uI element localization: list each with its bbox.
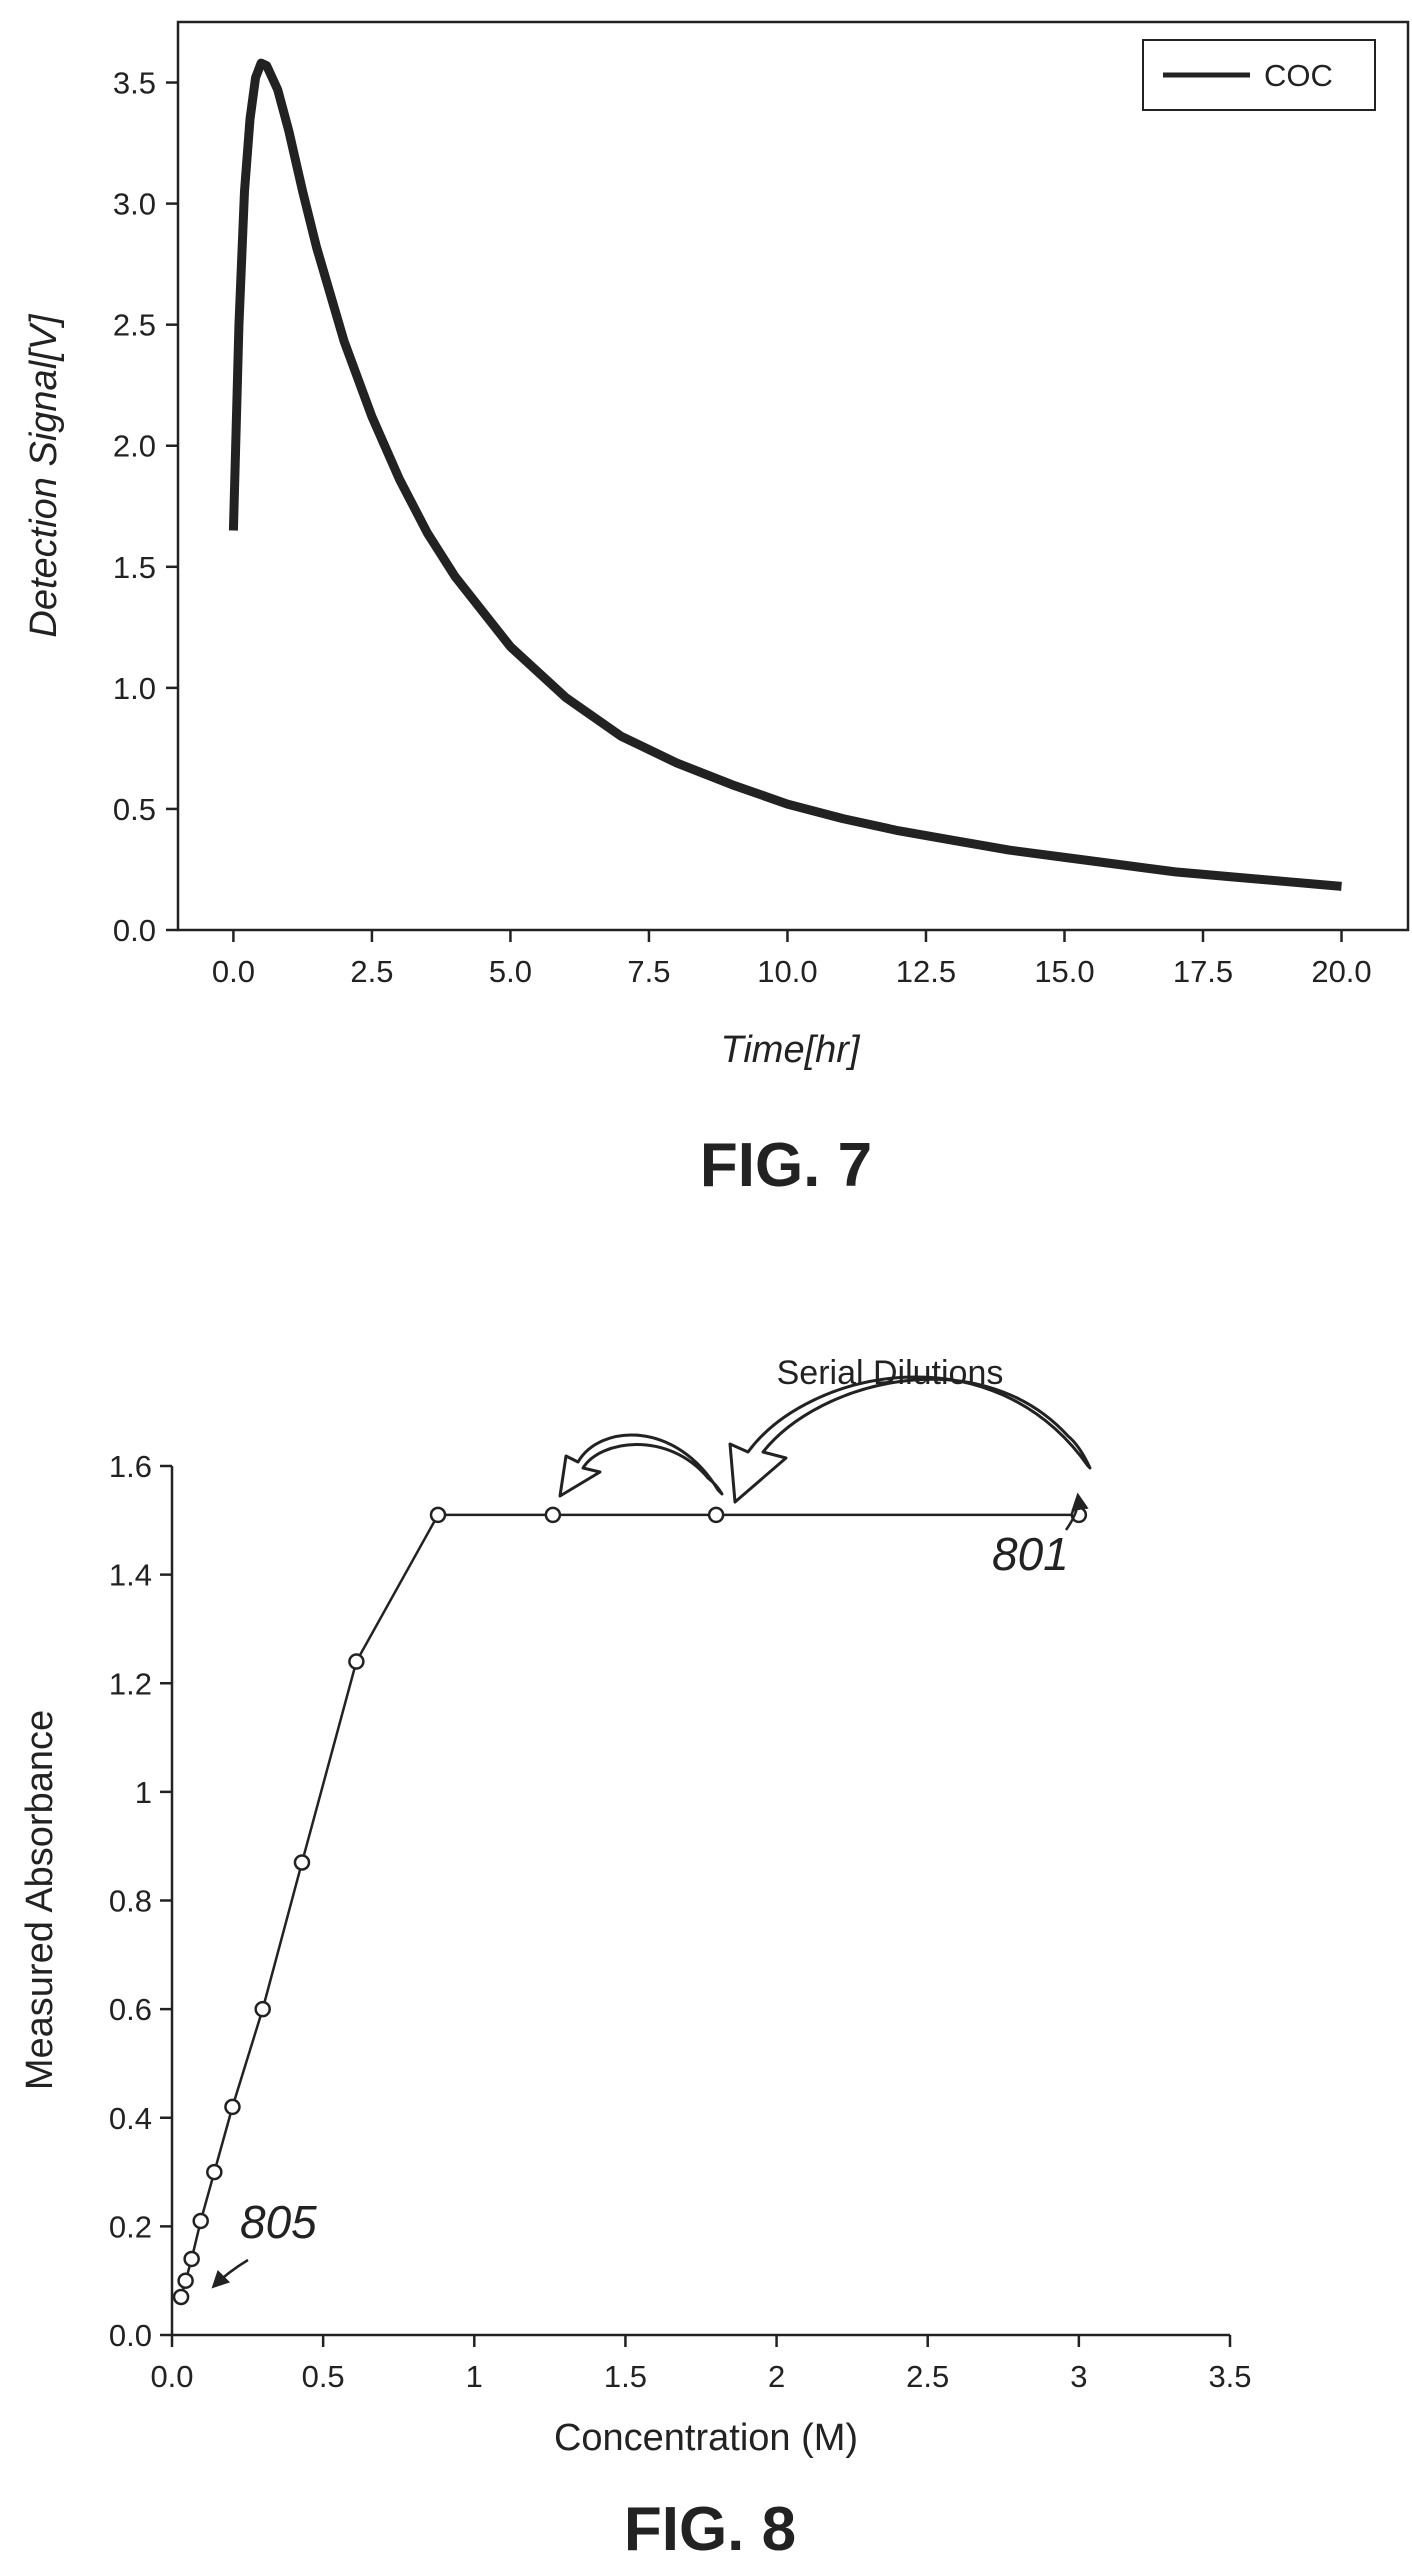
fig8-x-axis-title: Concentration (M) xyxy=(554,2417,858,2459)
fig7-plot-frame xyxy=(176,20,1410,932)
fig7-figure-label: FIG. 7 xyxy=(700,1131,872,1200)
serial-dilutions-label: Serial Dilutions xyxy=(777,1354,1004,1392)
fig8-data-point xyxy=(172,2288,190,2306)
fig7-y-tick-label: 1.5 xyxy=(113,550,156,585)
serial-dilution-arrow-small xyxy=(558,1433,724,1498)
fig8-data-point xyxy=(192,2212,209,2230)
fig8-data-point xyxy=(429,1506,447,1524)
fig7-x-tick-label: 0.0 xyxy=(212,954,255,989)
fig8-x-tick-label: 0.0 xyxy=(150,2359,193,2394)
fig8-y-tick-label: 0.0 xyxy=(109,2318,152,2353)
fig8-y-tick-label: 1 xyxy=(135,1775,152,1810)
fig7-x-ticks: 0.0 2.5 5.0 7.5 10.0 12.5 15.0 17.5 20.0 xyxy=(212,930,1372,989)
fig7-y-ticks: 0.0 0.5 1.0 1.5 2.0 2.5 3.0 3.5 xyxy=(113,66,178,948)
fig8-y-tick-label: 1.2 xyxy=(109,1666,152,1701)
fig7-y-tick-label: 1.0 xyxy=(113,671,156,706)
fig7-x-tick-label: 12.5 xyxy=(896,954,956,989)
fig8-chart: 0.0 0.5 1 1.5 2 2.5 3 3.5 0.0 0.2 0.4 0.6 0.8 1 1.2 1.… xyxy=(19,1354,1252,2564)
fig7-legend-entry: COC xyxy=(1264,58,1333,93)
fig8-x-tick-label: 1.5 xyxy=(604,2359,647,2394)
fig8-y-tick-label: 0.4 xyxy=(109,2101,152,2136)
fig7-x-tick-label: 20.0 xyxy=(1311,954,1371,989)
fig8-series-line xyxy=(179,1513,1079,2298)
fig7-series xyxy=(228,58,1342,891)
fig7-x-tick-label: 7.5 xyxy=(627,954,670,989)
fig8-x-tick-label: 1 xyxy=(466,2359,483,2394)
fig8-data-point xyxy=(224,2098,241,2116)
fig8-data-point xyxy=(183,2250,200,2268)
fig8-x-tick-label: 2 xyxy=(768,2359,785,2394)
fig7-y-tick-label: 2.5 xyxy=(113,308,156,343)
fig8-data-point xyxy=(177,2272,194,2289)
fig7-y-tick-label: 0.5 xyxy=(113,792,156,827)
fig7-x-tick-label: 17.5 xyxy=(1173,954,1233,989)
fig8-y-tick-label: 0.8 xyxy=(109,1884,152,1919)
fig8-y-tick-label: 1.6 xyxy=(109,1449,152,1484)
fig8-x-tick-label: 0.5 xyxy=(302,2359,345,2394)
fig8-x-tick-label: 2.5 xyxy=(906,2359,949,2394)
fig7-series-line-coc xyxy=(228,58,1342,891)
fig8-y-ticks: 0.0 0.2 0.4 0.6 0.8 1 1.2 1.4 1.6 xyxy=(109,1449,172,2353)
fig8-data-point xyxy=(206,2163,223,2181)
fig7-y-tick-label: 3.5 xyxy=(113,66,156,101)
fig7-y-axis-title: Detection Signal[V] xyxy=(23,313,65,638)
reference-805-arrow xyxy=(211,2258,249,2289)
reference-805: 805 xyxy=(240,2196,317,2248)
fig7-x-tick-label: 2.5 xyxy=(350,954,393,989)
fig8-data-point xyxy=(707,1506,725,1524)
fig8-x-tick-label: 3 xyxy=(1070,2359,1087,2394)
fig7-chart: 0.0 2.5 5.0 7.5 10.0 12.5 15.0 17.5 20.0 0.0 0.5 1… xyxy=(23,20,1410,1200)
fig7-x-tick-label: 10.0 xyxy=(757,954,817,989)
fig8-y-tick-label: 0.2 xyxy=(109,2209,152,2244)
fig8-figure-label: FIG. 8 xyxy=(624,2495,796,2564)
fig8-y-tick-label: 0.6 xyxy=(109,1992,152,2027)
fig7-y-tick-label: 2.0 xyxy=(113,429,156,464)
serial-dilution-arrow-large xyxy=(728,1375,1092,1504)
fig7-x-tick-label: 5.0 xyxy=(489,954,532,989)
fig8-x-tick-label: 3.5 xyxy=(1208,2359,1251,2394)
fig7-x-axis-title: Time[hr] xyxy=(720,1029,860,1071)
fig8-x-ticks: 0.0 0.5 1 1.5 2 2.5 3 3.5 xyxy=(150,2335,1252,2394)
fig7-legend: COC xyxy=(1142,39,1376,111)
fig8-data-point xyxy=(348,1653,365,1670)
reference-801-arrow xyxy=(1064,1492,1089,1531)
reference-801: 801 xyxy=(992,1528,1069,1580)
fig7-y-tick-label: 3.0 xyxy=(113,187,156,222)
fig7-y-tick-label: 0.0 xyxy=(113,913,156,948)
fig8-data-point xyxy=(293,1854,311,1871)
fig8-series xyxy=(172,1506,1088,2306)
fig8-y-tick-label: 1.4 xyxy=(109,1558,152,1593)
fig8-y-axis-title: Measured Absorbance xyxy=(19,1710,61,2090)
fig8-data-point xyxy=(254,2000,271,2018)
fig8-data-point xyxy=(544,1506,562,1524)
fig7-x-tick-label: 15.0 xyxy=(1034,954,1094,989)
